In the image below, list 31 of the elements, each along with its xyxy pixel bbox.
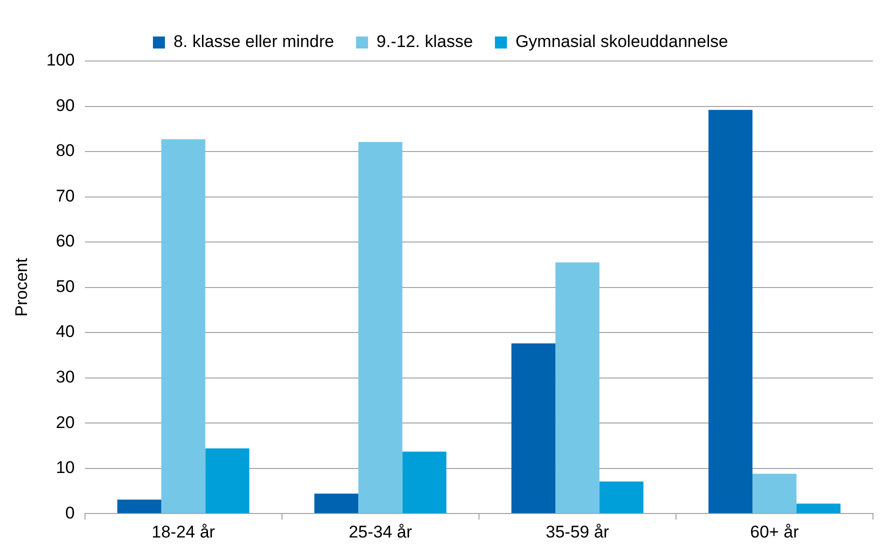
bar xyxy=(708,110,752,514)
bar xyxy=(358,142,402,514)
bar xyxy=(402,452,446,514)
y-tick-label: 20 xyxy=(56,412,75,432)
y-tick-label: 100 xyxy=(46,50,75,70)
bar xyxy=(555,262,600,514)
bar xyxy=(511,343,556,514)
bar xyxy=(599,481,644,514)
bar xyxy=(796,504,840,514)
y-tick-label: 30 xyxy=(56,368,75,387)
x-tick-label: 25-34 år xyxy=(348,522,412,542)
y-tick-label: 70 xyxy=(56,186,75,206)
y-tick-label: 50 xyxy=(56,276,75,296)
y-tick-label: 0 xyxy=(65,503,75,522)
x-tick-label: 18-24 år xyxy=(152,522,216,542)
bar xyxy=(752,474,796,514)
bar xyxy=(314,494,358,514)
bar xyxy=(117,500,162,514)
legend-label: 9.-12. klasse xyxy=(376,32,473,52)
legend-label: 8. klasse eller mindre xyxy=(173,32,334,52)
y-tick-label: 80 xyxy=(56,141,75,160)
x-tick-label: 60+ år xyxy=(750,522,800,542)
y-tick-label: 90 xyxy=(56,96,75,115)
y-tick-label: 40 xyxy=(56,322,75,342)
y-axis-title: Procent xyxy=(12,258,31,317)
x-tick-label: 35-59 år xyxy=(546,522,610,542)
y-tick-label: 60 xyxy=(56,232,75,251)
bar xyxy=(205,448,250,514)
legend-label: Gymnasial skoleuddannelse xyxy=(515,32,728,52)
bar xyxy=(161,139,206,514)
y-tick-label: 10 xyxy=(56,458,75,478)
